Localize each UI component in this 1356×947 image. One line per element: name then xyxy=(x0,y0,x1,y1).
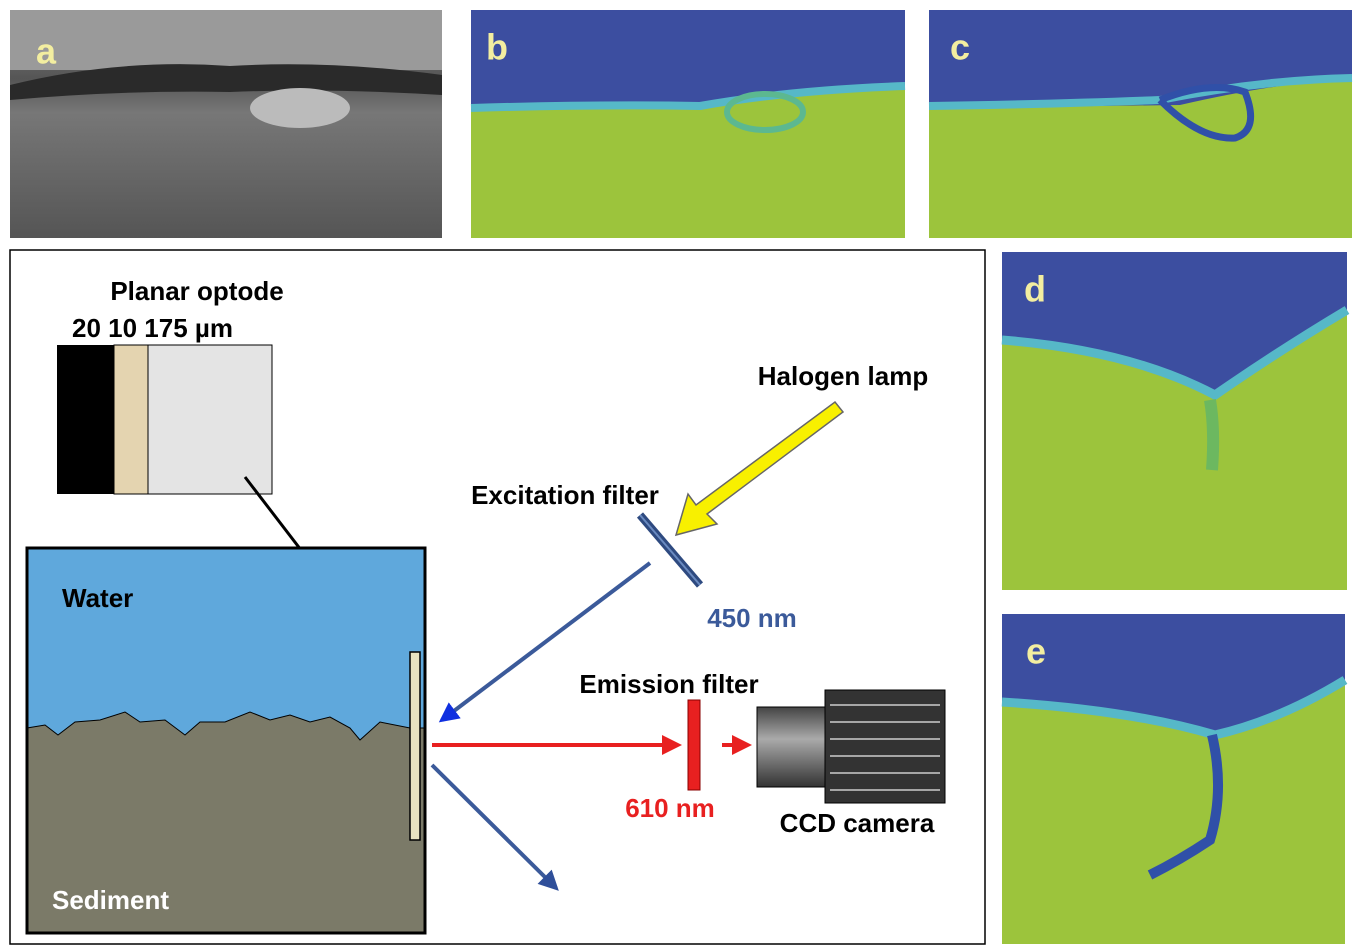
excitation-filter-label: Excitation filter xyxy=(471,480,659,510)
panel-e: e xyxy=(1002,614,1345,944)
layer-thickness: 20 10 175 µm xyxy=(72,313,233,343)
panel-b: b xyxy=(471,10,905,238)
excitation-wavelength: 450 nm xyxy=(707,603,797,633)
lamp-label: Halogen lamp xyxy=(758,361,928,391)
figure: a b c d e Planar optode 20 10 175 µm Wat… xyxy=(0,0,1356,947)
panel-label: c xyxy=(950,27,970,68)
camera-label: CCD camera xyxy=(780,808,935,838)
panel-label: b xyxy=(486,27,508,68)
panel-label: e xyxy=(1026,631,1046,672)
ccd-camera xyxy=(757,690,945,803)
panel-c: c xyxy=(929,10,1352,238)
optode-title: Planar optode xyxy=(110,276,283,306)
setup-diagram: Planar optode 20 10 175 µm Water Sedimen… xyxy=(10,250,985,944)
emission-filter-label: Emission filter xyxy=(579,669,758,699)
panel-a: a xyxy=(10,10,442,238)
panel-d: d xyxy=(1002,252,1347,590)
water-label: Water xyxy=(62,583,133,613)
panel-label: d xyxy=(1024,269,1046,310)
sediment-label: Sediment xyxy=(52,885,169,915)
panel-label: a xyxy=(36,31,57,72)
emission-wavelength: 610 nm xyxy=(625,793,715,823)
